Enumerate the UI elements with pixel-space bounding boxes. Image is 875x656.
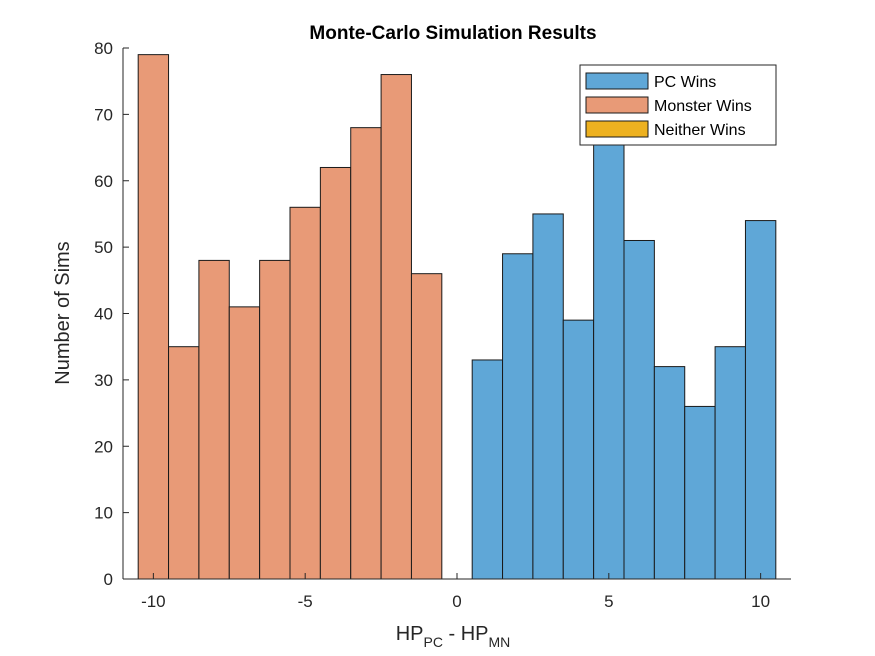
legend-label-neither-wins: Neither Wins xyxy=(654,122,746,139)
legend-label-pc-wins: PC Wins xyxy=(654,74,716,91)
bar-monster-wins-1 xyxy=(168,346,200,580)
x-axis-label-sub1: PC xyxy=(423,634,442,650)
legend-swatch-monster-wins xyxy=(585,96,649,114)
y-tick-label: 70 xyxy=(94,105,113,124)
y-tick-label: 10 xyxy=(94,504,113,523)
y-axis-label: Number of Sims xyxy=(52,241,74,384)
x-tick-label: 0 xyxy=(452,592,461,611)
x-tick-label: -10 xyxy=(141,592,166,611)
x-axis-label-middle: - xyxy=(443,623,461,645)
bars-group xyxy=(137,54,777,580)
axes-group: -10 -5 0 5 10 0 10 20 30 40 50 60 70 80 xyxy=(94,39,791,611)
x-tick-label: 5 xyxy=(604,592,613,611)
legend-swatch-neither-wins xyxy=(585,120,649,138)
bar-monster-wins-4 xyxy=(259,259,291,580)
x-axis-label-sub2: MN xyxy=(489,634,511,650)
bar-pc-wins-0 xyxy=(471,359,504,580)
bar-pc-wins-4 xyxy=(593,140,625,580)
bar-monster-wins-6 xyxy=(319,166,352,580)
y-tick-label: 20 xyxy=(94,437,113,456)
bar-pc-wins-5 xyxy=(623,239,655,580)
bar-pc-wins-6 xyxy=(653,366,686,580)
x-axis-label-base1: HP xyxy=(396,623,424,645)
chart-title: Monte-Carlo Simulation Results xyxy=(309,23,596,44)
bar-monster-wins-9 xyxy=(410,273,443,580)
bar-monster-wins-5 xyxy=(289,206,321,580)
y-tick-label: 60 xyxy=(94,172,113,191)
bar-pc-wins-8 xyxy=(714,346,746,580)
bar-monster-wins-0 xyxy=(137,54,170,580)
x-axis-label-base2: HP xyxy=(461,623,489,645)
legend-swatch-pc-wins xyxy=(585,72,649,90)
bar-pc-wins-2 xyxy=(532,213,564,580)
y-tick-label: 30 xyxy=(94,371,113,390)
y-tick-label: 80 xyxy=(94,39,113,58)
bar-monster-wins-7 xyxy=(350,127,382,580)
bar-pc-wins-3 xyxy=(562,319,595,580)
bar-pc-wins-1 xyxy=(502,253,534,580)
x-tick-label: 10 xyxy=(751,592,770,611)
legend: PC Wins Monster Wins Neither Wins xyxy=(579,64,777,146)
x-tick-label: -5 xyxy=(298,592,313,611)
y-tick-label: 50 xyxy=(94,238,113,257)
x-axis-label: HPPC - HPMN xyxy=(396,623,511,650)
bar-monster-wins-2 xyxy=(198,259,230,580)
bar-monster-wins-8 xyxy=(380,74,412,580)
legend-label-monster-wins: Monster Wins xyxy=(654,98,752,115)
bar-pc-wins-9 xyxy=(744,220,777,580)
bar-pc-wins-7 xyxy=(684,405,716,580)
bar-monster-wins-3 xyxy=(228,306,261,580)
y-tick-label: 40 xyxy=(94,305,113,324)
y-tick-label: 0 xyxy=(104,570,113,589)
